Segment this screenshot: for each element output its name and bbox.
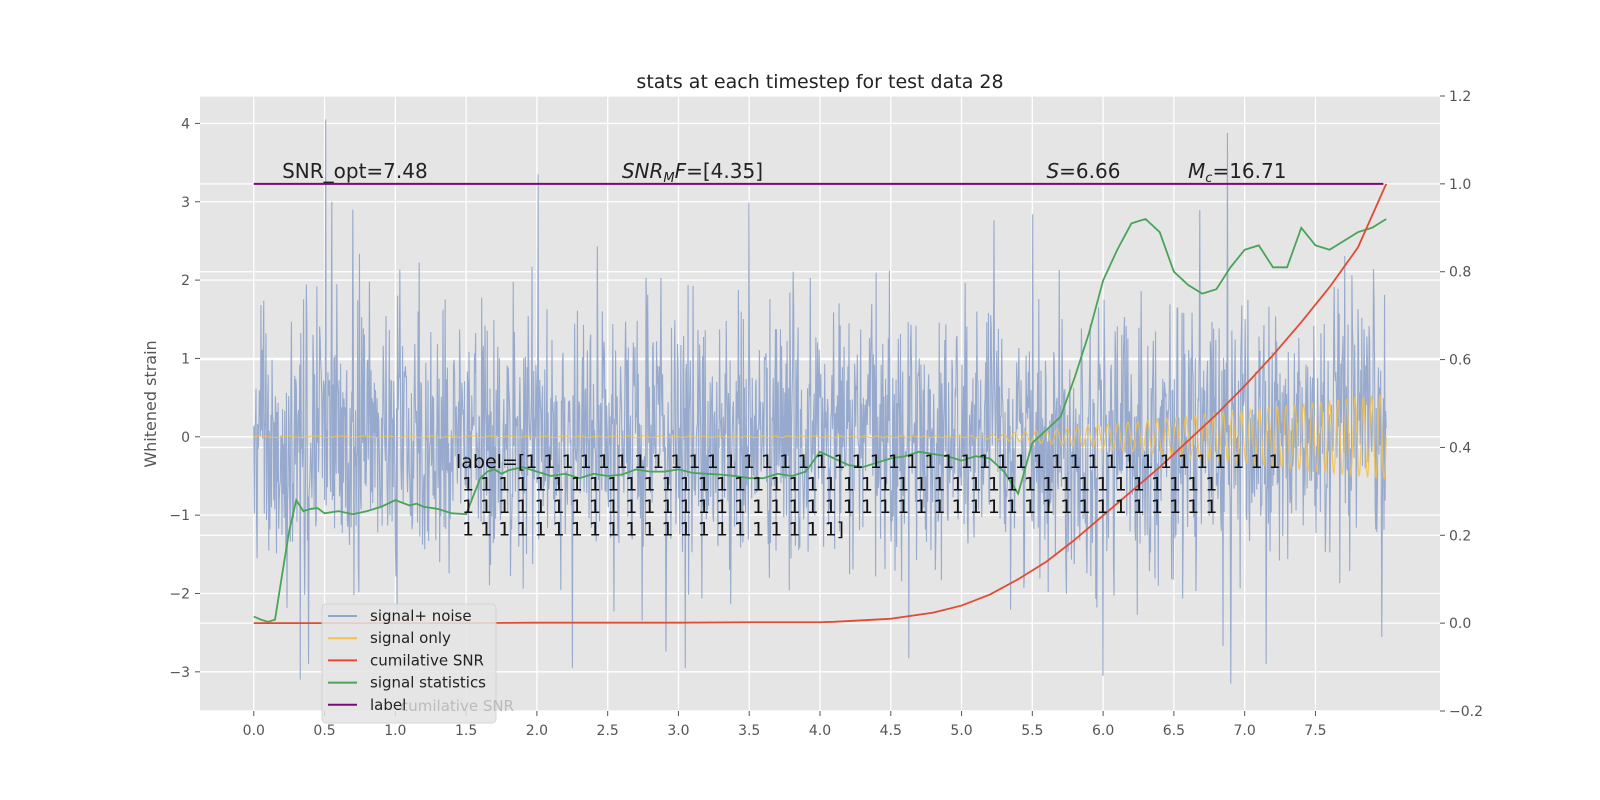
x-tick-label: 6.5 — [1163, 723, 1185, 739]
y-tick-label: 0 — [181, 430, 190, 446]
y-tick-label: −3 — [169, 665, 190, 681]
x-tick-label: 3.5 — [738, 723, 760, 739]
legend-ghost-text: cumilative SNR — [400, 697, 514, 715]
legend-label: signal statistics — [370, 674, 486, 692]
legend-box — [321, 603, 497, 724]
x-tick-label: 7.5 — [1304, 723, 1326, 739]
y-tick-label: −1 — [169, 508, 190, 524]
legend-label: cumilative SNR — [370, 651, 484, 669]
x-tick-label: 3.0 — [667, 723, 689, 739]
label-text-line: 1 1 1 1 1 1 1 1 1 1 1 1 1 1 1 1 1 1 1 1 … — [456, 519, 844, 541]
y-tick-label: 1 — [181, 351, 190, 367]
x-tick-label: 2.5 — [597, 723, 619, 739]
legend-label: signal+ noise — [370, 607, 472, 625]
legend: cumilative SNR signal+ noise signal only cu… — [321, 603, 514, 724]
y2-tick-label: 0.6 — [1449, 353, 1471, 369]
label-text-line: 1 1 1 1 1 1 1 1 1 1 1 1 1 1 1 1 1 1 1 1 … — [456, 474, 1217, 496]
y-axis: −3 −2 −1 0 1 2 3 4 — [169, 116, 200, 681]
label-text-block: label=[1 1 1 1 1 1 1 1 1 1 1 1 1 1 1 1 1… — [456, 451, 1281, 541]
cumulative-snr-line — [253, 183, 1388, 625]
x-tick-label: 5.0 — [950, 723, 972, 739]
y-tick-label: 4 — [181, 116, 190, 132]
legend-label: signal only — [370, 629, 451, 647]
annotation-snr-mf: SNRMF=[4.35] — [622, 159, 763, 186]
signal-only-series — [253, 394, 1387, 480]
annotations: SNR_opt=7.48 SNRMF=[4.35] S=6.66 Mc=16.71 — [282, 159, 1286, 186]
x-tick-label: 5.5 — [1021, 723, 1043, 739]
y2-tick-label: 1.0 — [1449, 177, 1471, 193]
x-tick-label: 1.0 — [384, 723, 406, 739]
signal-noise-line — [253, 119, 1387, 684]
y-axis-label: Whitened strain — [141, 340, 160, 467]
y-tick-label: 2 — [181, 273, 190, 289]
x-tick-label: 0.0 — [243, 723, 265, 739]
label-text-line: label=[1 1 1 1 1 1 1 1 1 1 1 1 1 1 1 1 1… — [456, 451, 1281, 473]
y-tick-label: 3 — [181, 195, 190, 211]
signal-statistics-line — [253, 217, 1387, 623]
chart-title: stats at each timestep for test data 28 — [636, 71, 1003, 93]
signal-noise-series — [253, 119, 1387, 684]
y2-axis: −0.2 0.0 0.2 0.4 0.6 0.8 1.0 1.2 — [1440, 89, 1483, 720]
signal-only-line — [253, 394, 1387, 480]
y-tick-label: −2 — [169, 586, 190, 602]
y2-tick-label: −0.2 — [1449, 704, 1483, 720]
y2-tick-label: 0.4 — [1449, 440, 1471, 456]
legend-label: label — [370, 696, 406, 714]
x-axis: 0.0 0.5 1.0 1.5 2.0 2.5 3.0 3.5 4.0 4.5 5.0 5.5 6.0 6… — [243, 711, 1327, 739]
x-tick-label: 4.5 — [880, 723, 902, 739]
x-tick-label: 6.0 — [1092, 723, 1114, 739]
annotation-mc-value: Mc=16.71 — [1188, 159, 1286, 186]
x-tick-label: 0.5 — [313, 723, 335, 739]
x-tick-label: 2.0 — [526, 723, 548, 739]
annotation-snr-opt: SNR_opt=7.48 — [282, 159, 428, 183]
x-tick-label: 1.5 — [455, 723, 477, 739]
y2-tick-label: 1.2 — [1449, 89, 1471, 105]
y2-tick-label: 0.2 — [1449, 528, 1471, 544]
y2-tick-label: 0.0 — [1449, 616, 1471, 632]
right-axis-series — [253, 182, 1388, 625]
x-tick-label: 7.0 — [1234, 723, 1256, 739]
y2-tick-label: 0.8 — [1449, 265, 1471, 281]
annotation-s-value: S=6.66 — [1046, 159, 1120, 183]
label-text-line: 1 1 1 1 1 1 1 1 1 1 1 1 1 1 1 1 1 1 1 1 … — [456, 496, 1217, 518]
x-tick-label: 4.0 — [809, 723, 831, 739]
